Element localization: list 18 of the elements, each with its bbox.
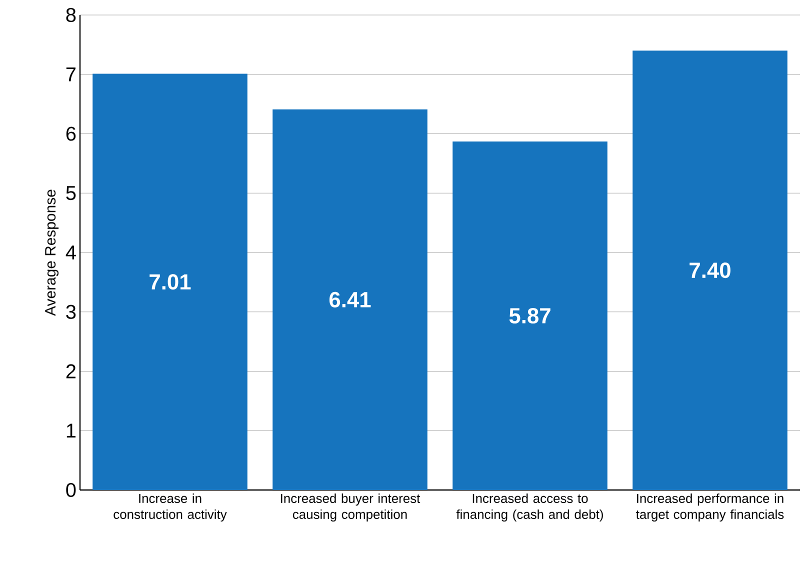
- y-tick-label: 7: [66, 68, 76, 82]
- y-tick-label: 8: [66, 8, 76, 22]
- data-label: 5.87: [509, 308, 550, 324]
- y-tick-label: 1: [66, 424, 76, 438]
- y-tick-label: 2: [66, 364, 76, 378]
- y-tick-label: 4: [66, 246, 76, 260]
- y-tick-label: 5: [66, 186, 76, 200]
- data-label: 7.40: [690, 262, 730, 278]
- x-tick-label: Increased performance in target company financials: [636, 494, 784, 522]
- data-label: 6.41: [329, 292, 371, 308]
- y-axis-title: Average Response: [45, 190, 59, 316]
- y-tick-label: 0: [66, 482, 76, 498]
- x-tick-label: Increase in construction activity: [114, 494, 227, 522]
- y-tick-label: 3: [66, 304, 76, 319]
- data-label: 7.01: [150, 274, 191, 290]
- y-tick-label: 6: [66, 126, 76, 141]
- x-tick-label: Increased access to financing (cash and debt): [456, 494, 603, 522]
- x-tick-label: Increased buyer interest causing competition: [281, 494, 420, 522]
